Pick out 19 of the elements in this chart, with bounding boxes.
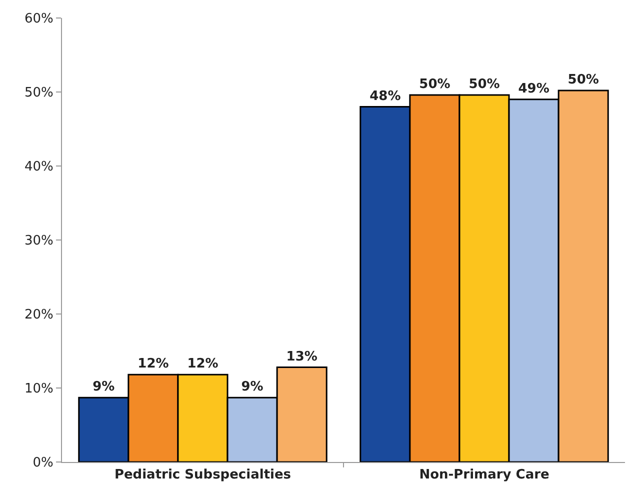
data-label: 12%	[187, 356, 218, 372]
data-label: 50%	[468, 76, 500, 92]
y-tick-label: 60%	[24, 12, 54, 27]
data-label: 12%	[138, 356, 169, 372]
data-label: 9%	[92, 380, 115, 395]
x-tick-label: Non-Primary Care	[419, 468, 550, 483]
data-label: 9%	[241, 380, 264, 395]
x-tick-label: Pediatric Subspecialties	[114, 468, 292, 483]
data-label: 50%	[568, 72, 599, 88]
y-tick-label: 10%	[24, 382, 54, 397]
y-tick-label: 40%	[24, 160, 54, 175]
data-label: 50%	[419, 76, 450, 92]
y-tick-label: 30%	[24, 234, 54, 249]
data-label: 13%	[286, 349, 318, 364]
data-label: 49%	[518, 81, 550, 96]
y-tick-label: 20%	[24, 308, 54, 323]
data-label: 48%	[370, 88, 401, 104]
y-tick-label: 50%	[24, 86, 54, 101]
y-tick-label: 0%	[32, 456, 54, 471]
